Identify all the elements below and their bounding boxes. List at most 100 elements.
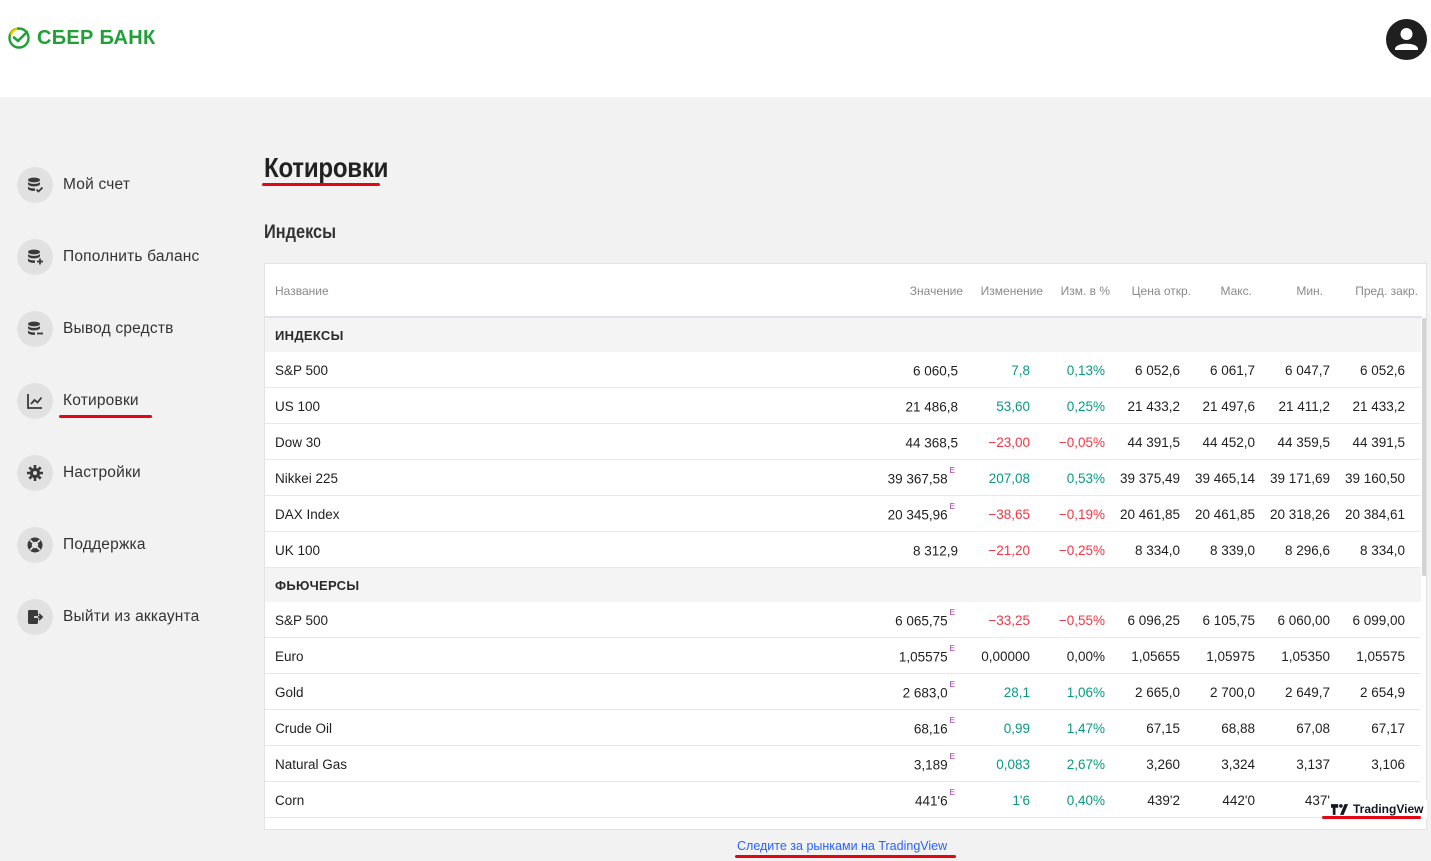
cell-text: −0,05% — [1058, 435, 1105, 450]
table-row[interactable]: Natural Gas 3,189E 0,083 2,67% 3,260 3,324 3,1… — [265, 746, 1421, 782]
table-row[interactable]: Nikkei 225 39 367,58E 207,08 0,53% 39 375,49… — [265, 460, 1421, 496]
cell-text: 44 391,5 — [1127, 435, 1180, 450]
column-header-change[interactable]: Изменение — [980, 284, 1043, 298]
sber-logo-icon — [8, 27, 30, 49]
tradingview-link[interactable]: Следите за рынками на TradingView — [737, 839, 948, 853]
cell-change: 1'6 — [1012, 793, 1030, 808]
cell-text: −0,25% — [1058, 543, 1105, 558]
cell-text: 8 334,0 — [1359, 543, 1405, 558]
cell-text: 21 486,8 — [905, 399, 958, 415]
cell-text: 2 649,7 — [1284, 685, 1330, 700]
sidebar-item-logout[interactable]: Выйти из аккаунта — [17, 598, 200, 636]
cell-low: 67,08 — [1296, 721, 1330, 736]
section-title: Индексы — [264, 222, 337, 243]
symbol-name[interactable]: Corn — [275, 793, 305, 808]
cell-change: 0,083 — [996, 757, 1030, 772]
symbol-name[interactable]: US 100 — [275, 399, 321, 414]
table-row[interactable]: DAX Index 20 345,96E −38,65 −0,19% 20 461,85… — [265, 496, 1421, 532]
cell-high: 6 061,7 — [1210, 363, 1255, 378]
cell-low: 44 359,5 — [1277, 435, 1330, 450]
cell-prev: 3,106 — [1371, 757, 1405, 772]
table-row[interactable]: Dow 30 44 368,5 −23,00 −0,05% 44 391,5 44 452… — [265, 424, 1421, 460]
cell-low: 6 047,7 — [1285, 363, 1330, 378]
column-header-name[interactable]: Название — [275, 284, 329, 298]
column-header-prev-close[interactable]: Пред. закр. — [1355, 284, 1418, 298]
table-row[interactable]: S&P 500 6 065,75E −33,25 −0,55% 6 096,25 6 10… — [265, 602, 1421, 638]
cell-text: −0,55% — [1058, 613, 1105, 628]
cell-high: 8 339,0 — [1210, 543, 1255, 558]
cell-text: −23,00 — [988, 435, 1030, 450]
table-row[interactable]: Corn 441'6E 1'6 0,40% 439'2 442'0 437' — [265, 782, 1421, 818]
profile-button[interactable] — [1386, 19, 1427, 60]
column-header-value[interactable]: Значение — [909, 284, 963, 298]
tradingview-badge[interactable]: TradingView — [1327, 800, 1428, 818]
symbol-name[interactable]: S&P 500 — [275, 613, 329, 628]
table-row[interactable]: US 100 21 486,8 53,60 0,25% 21 433,2 21 497,6… — [265, 388, 1421, 424]
page-title: Котировки — [264, 152, 389, 183]
cell-text: 0,99 — [1003, 721, 1030, 736]
sber-logo[interactable]: СБЕР БАНК — [7, 26, 155, 50]
cell-text: 6 052,6 — [1359, 363, 1405, 378]
table-row[interactable]: UK 100 8 312,9 −21,20 −0,25% 8 334,0 8 339,0 8… — [265, 532, 1421, 568]
cell-value: 20 345,96E — [888, 502, 955, 523]
column-header-change-pct[interactable]: Изм. в % — [1060, 284, 1110, 298]
symbol-name[interactable]: DAX Index — [275, 507, 340, 522]
cell-text: 21 433,2 — [1127, 399, 1180, 414]
column-header-low[interactable]: Мин. — [1296, 284, 1323, 298]
cell-change: −38,65 — [988, 507, 1030, 522]
symbol-name[interactable]: UK 100 — [275, 543, 321, 558]
cell-text: 8 296,6 — [1284, 543, 1330, 558]
cell-text: −21,20 — [988, 543, 1030, 558]
table-row[interactable]: Gold 2 683,0E 28,1 1,06% 2 665,0 2 700,0 2 649… — [265, 674, 1421, 710]
table-row[interactable]: S&P 500 6 060,5 7,8 0,13% 6 052,6 6 061,7 6 04… — [265, 352, 1421, 388]
cell-change: 0,99 — [1004, 721, 1030, 736]
cell-change: 0,00000 — [981, 649, 1030, 664]
symbol-name[interactable]: S&P 500 — [275, 363, 329, 378]
cell-high: 21 497,6 — [1202, 399, 1255, 414]
cell-text: 20 461,85 — [1119, 507, 1180, 522]
cell-prev: 44 391,5 — [1352, 435, 1405, 450]
cell-text: 8 312,9 — [912, 543, 958, 559]
symbol-name[interactable]: Nikkei 225 — [275, 471, 339, 486]
sidebar-item-my-account[interactable]: Мой счет — [17, 166, 130, 204]
sidebar-item-withdraw[interactable]: Вывод средств — [17, 310, 174, 348]
cell-low: 437' — [1305, 793, 1330, 808]
symbol-name[interactable]: Natural Gas — [275, 757, 348, 772]
cell-text: 44 368,5 — [905, 435, 958, 451]
cell-prev: 39 160,50 — [1345, 471, 1405, 486]
cell-text: 67,08 — [1296, 721, 1330, 736]
cell-text: 39 171,69 — [1269, 471, 1330, 486]
symbol-name[interactable]: Dow 30 — [275, 435, 321, 450]
cell-text: 437' — [1304, 793, 1330, 808]
symbol-name[interactable]: Gold — [275, 685, 304, 700]
cell-change-pct: 0,00% — [1067, 649, 1105, 664]
symbol-name[interactable]: Crude Oil — [275, 721, 333, 736]
cell-text: 6 060,00 — [1277, 613, 1330, 628]
cell-text: 44 359,5 — [1277, 435, 1330, 450]
cell-change-pct: 1,06% — [1067, 685, 1105, 700]
column-header-high[interactable]: Макс. — [1220, 284, 1252, 298]
page-title-underline — [262, 183, 380, 186]
scrollbar[interactable] — [1422, 318, 1426, 576]
sidebar-item-label: Котировки — [63, 392, 139, 409]
cell-open: 20 461,85 — [1120, 507, 1180, 522]
table-row[interactable]: Crude Oil 68,16E 0,99 1,47% 67,15 68,88 67,08 6… — [265, 710, 1421, 746]
cell-text: 53,60 — [996, 399, 1030, 414]
cell-text: 6 099,00 — [1352, 613, 1405, 628]
sidebar-item-quotes[interactable]: Котировки — [17, 382, 139, 420]
cell-high: 44 452,0 — [1202, 435, 1255, 450]
sidebar-item-support[interactable]: Поддержка — [17, 526, 146, 564]
sidebar-item-top-up[interactable]: Пополнить баланс — [17, 238, 200, 276]
cell-value: 21 486,8 — [905, 399, 960, 415]
cell-text: 442'0 — [1222, 793, 1255, 808]
cell-text: 6 060,5 — [912, 363, 958, 379]
table-row[interactable]: Euro 1,05575E 0,00000 0,00% 1,05655 1,05975 1,… — [265, 638, 1421, 674]
cell-text: 68,16 — [913, 721, 948, 737]
column-header-open[interactable]: Цена откр. — [1131, 284, 1191, 298]
sidebar-item-settings[interactable]: Настройки — [17, 454, 141, 492]
badge-underline — [1322, 816, 1421, 819]
cell-change-pct: 0,40% — [1067, 793, 1105, 808]
symbol-name[interactable]: Euro — [275, 649, 304, 664]
delay-flag: E — [949, 644, 955, 653]
tradingview-logo-icon — [1331, 803, 1349, 815]
